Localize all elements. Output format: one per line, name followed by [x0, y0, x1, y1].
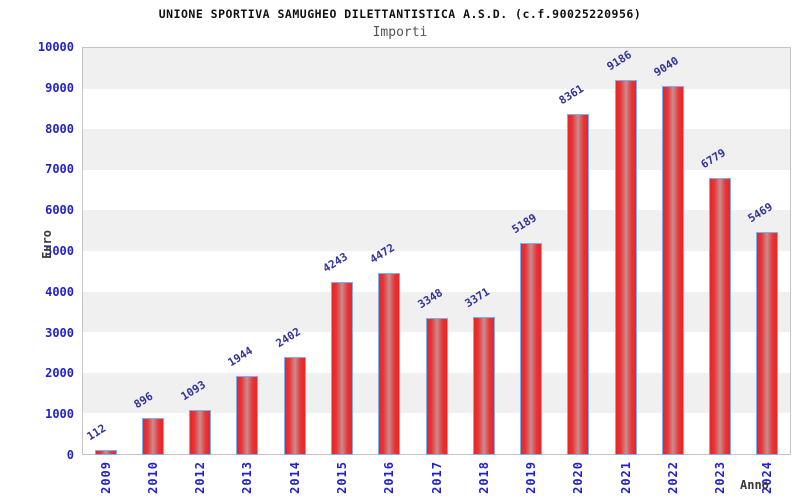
bar: [756, 232, 778, 455]
x-tick-label: 2009: [98, 461, 113, 494]
y-tick-label: 6000: [45, 203, 74, 218]
x-tick-label: 2018: [476, 461, 491, 494]
x-tick-label: 2021: [618, 461, 633, 494]
bar: [236, 376, 258, 455]
bar: [520, 243, 542, 455]
y-tick-label: 3000: [45, 325, 74, 340]
x-tick-label: 2019: [524, 461, 539, 494]
bar: [662, 86, 684, 455]
x-tick-label: 2016: [382, 461, 397, 494]
x-tick-label: 2023: [713, 461, 728, 494]
y-tick-label: 4000: [45, 284, 74, 299]
y-tick-label: 1000: [45, 407, 74, 422]
y-tick-label: 10000: [37, 40, 74, 54]
bar: [284, 357, 306, 455]
x-tick-label: 2010: [145, 461, 160, 494]
y-tick-label: 8000: [45, 121, 74, 136]
y-tick-label: 7000: [45, 162, 74, 177]
x-tick-label: 2012: [193, 461, 208, 494]
x-tick-label: 2014: [287, 461, 302, 494]
chart-subtitle: Importi: [372, 25, 428, 40]
y-tick-label: 0: [66, 448, 74, 462]
plot-band: [83, 48, 790, 89]
x-tick-label: 2013: [240, 461, 255, 494]
bar: [426, 318, 448, 455]
bar: [95, 450, 117, 455]
y-tick-label: 9000: [45, 80, 74, 95]
bar: [709, 178, 731, 455]
x-tick-label: 2020: [571, 461, 586, 494]
bar: [567, 114, 589, 455]
y-tick-label: 5000: [45, 244, 74, 258]
bar: [189, 410, 211, 455]
bar: [473, 317, 495, 455]
x-axis-title: Anno: [740, 478, 769, 492]
bar: [615, 80, 637, 455]
x-tick-label: 2015: [334, 461, 349, 494]
x-tick-label: 2022: [665, 461, 680, 494]
bar: [331, 282, 353, 455]
bar: [142, 418, 164, 455]
bar: [378, 273, 400, 455]
x-tick-label: 2017: [429, 461, 444, 494]
y-axis-title: Euro: [40, 230, 54, 259]
y-tick-label: 2000: [45, 366, 74, 381]
chart-title: UNIONE SPORTIVA SAMUGHEO DILETTANTISTICA…: [158, 7, 642, 21]
